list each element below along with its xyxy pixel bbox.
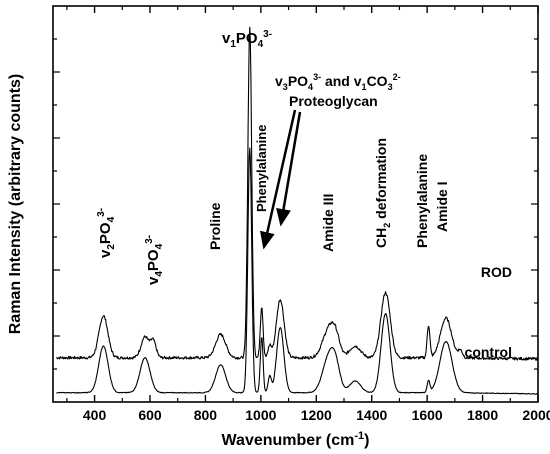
annotation-label: v4PO43-​ <box>144 235 165 285</box>
x-tick-label: 1600 <box>412 407 443 423</box>
annotation-arrow <box>259 109 297 250</box>
annotation-label: v3PO43-​ and v1CO32-​ <box>275 72 401 92</box>
annotation-layer: v1PO43-​ v3PO43-​ and v1CO32-​Proteoglyca… <box>96 29 450 285</box>
y-axis-label: Raman Intensity (arbitrary counts) <box>7 74 24 335</box>
series-line-control <box>56 147 539 395</box>
x-tick-label: 1400 <box>356 407 387 423</box>
x-tick-label: 1200 <box>301 407 332 423</box>
x-tick-label: 1800 <box>467 407 498 423</box>
series-label: ROD <box>481 264 512 280</box>
x-tick-label: 1000 <box>245 407 276 423</box>
annotation-label: Proline <box>207 202 223 250</box>
annotation-label: v1PO43-​ <box>222 29 272 50</box>
annotation-label: CH2 deformation <box>373 138 392 248</box>
annotation-arrow <box>276 111 302 227</box>
x-tick-label: 2000 <box>522 407 550 423</box>
plot-frame <box>52 5 539 403</box>
x-axis-label: Wavenumber (cm-1) <box>222 430 370 449</box>
series-label: control <box>465 344 512 360</box>
annotation-label: Proteoglycan <box>289 93 378 109</box>
x-tick-label: 600 <box>138 407 162 423</box>
series-line-ROD <box>56 26 539 361</box>
axis-layer: 400 600 800 1000 1200 1400 1600 1800 2000 Wavenum… <box>7 5 550 449</box>
annotation-label: Amide I <box>434 181 450 232</box>
annotation-label: Phenylalanine <box>254 125 269 212</box>
annotation-label: Phenylalanine <box>414 154 430 248</box>
annotation-label: Amide III <box>320 194 336 252</box>
annotation-label: v2PO43-​ <box>96 208 117 258</box>
x-tick-label: 400 <box>83 407 107 423</box>
x-tick-label: 800 <box>194 407 218 423</box>
series-layer: ROD control <box>56 26 539 395</box>
